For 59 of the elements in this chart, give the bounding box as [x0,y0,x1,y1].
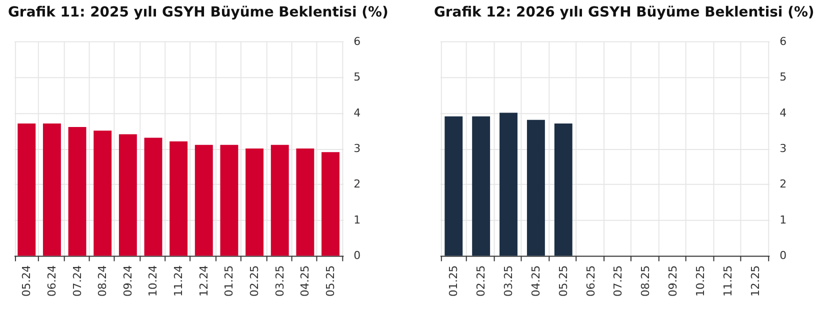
x-tick-label: 07.25 [612,265,625,297]
y-tick-label: 3 [780,142,787,155]
bar [444,116,463,256]
x-tick-label: 10.25 [694,265,708,297]
y-tick-label: 5 [354,70,361,84]
y-tick-label: 4 [780,106,787,120]
x-tick-label: 12.25 [748,265,762,297]
x-tick-label: 11.24 [172,265,186,297]
bar [194,144,213,256]
bar [296,148,314,256]
x-tick-label: 05.25 [556,265,570,297]
y-tick-label: 1 [354,213,361,226]
x-tick-label: 03.25 [273,265,286,297]
bar [170,141,188,256]
bar [118,134,137,256]
x-tick-label: 01.25 [447,265,460,297]
bar [322,152,340,256]
x-tick-label: 07.24 [70,265,84,297]
y-tick-label: 0 [354,249,361,262]
x-tick-label: 09.25 [666,265,680,297]
chart-title: Grafik 12: 2026 yılı GSYH Büyüme Beklentisi (%) [434,4,814,20]
x-tick-label: 01.25 [222,265,236,297]
bar [500,112,518,256]
x-tick-label: 06.24 [45,265,58,297]
y-tick-label: 1 [780,213,787,226]
y-tick-label: 0 [780,249,787,262]
x-tick-label: 05.25 [324,265,337,297]
bar [220,144,238,256]
y-tick-label: 4 [354,106,361,120]
bar [42,123,61,256]
y-tick-label: 2 [354,178,361,191]
y-tick-label: 5 [780,70,787,84]
x-tick-label: 03.25 [502,265,515,297]
bar [472,116,490,256]
x-tick-label: 10.24 [146,265,160,297]
y-tick-label: 6 [354,34,361,48]
x-tick-label: 11.25 [721,265,734,297]
chart-title: Grafik 11: 2025 yılı GSYH Büyüme Beklentisi (%) [8,4,388,20]
x-tick-label: 02.25 [248,265,262,297]
x-tick-label: 08.24 [96,265,110,297]
bar [68,127,86,256]
x-tick-label: 08.25 [639,265,652,297]
bar [554,123,572,256]
x-tick-label: 05.24 [20,265,34,297]
y-tick-label: 2 [780,178,787,191]
bar [144,138,162,256]
x-tick-label: 06.25 [584,265,598,297]
x-tick-label: 12.24 [197,265,210,297]
bar [270,144,289,256]
x-tick-label: 04.25 [529,265,542,297]
x-tick-label: 04.25 [298,265,312,297]
x-tick-label: 02.25 [474,265,488,297]
bar [94,130,112,256]
x-tick-label: 09.24 [121,265,134,297]
bar [526,120,545,256]
bar [18,123,36,256]
bar [246,148,264,256]
y-tick-label: 6 [780,34,787,48]
y-tick-label: 3 [354,142,361,155]
